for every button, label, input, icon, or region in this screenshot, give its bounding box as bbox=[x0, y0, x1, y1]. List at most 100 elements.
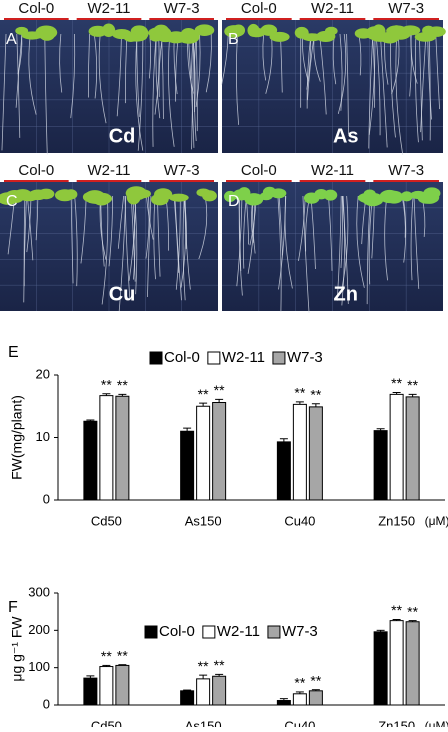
legend-swatch bbox=[145, 626, 157, 638]
genotype-label: W2-11 bbox=[87, 0, 130, 17]
x-tick-label: Cu40 bbox=[284, 513, 315, 528]
panel-letter: F bbox=[8, 599, 18, 616]
seedling bbox=[202, 190, 217, 201]
bar bbox=[181, 431, 194, 500]
genotype-label: W2-11 bbox=[311, 0, 354, 17]
x-unit: (μM) bbox=[425, 719, 448, 727]
panel-letter: E bbox=[8, 344, 19, 361]
seedling bbox=[127, 191, 141, 204]
bar bbox=[406, 622, 419, 705]
bar bbox=[390, 394, 403, 500]
y-tick-label: 0 bbox=[43, 491, 50, 506]
x-tick-label: Zn150 bbox=[378, 718, 415, 727]
y-tick-label: 20 bbox=[36, 366, 50, 381]
legend-swatch bbox=[203, 626, 215, 638]
bar bbox=[374, 632, 387, 705]
seedling bbox=[149, 33, 161, 42]
seedling bbox=[166, 31, 187, 43]
seedling bbox=[124, 33, 138, 42]
seedling bbox=[362, 193, 383, 206]
x-tick-label: As150 bbox=[185, 513, 222, 528]
bar bbox=[116, 665, 129, 705]
seedling bbox=[55, 189, 75, 201]
legend-swatch bbox=[208, 352, 220, 364]
significance: ** bbox=[214, 382, 225, 398]
bar bbox=[197, 679, 210, 705]
genotype-label: W2-11 bbox=[87, 162, 130, 179]
metal-label: As bbox=[333, 125, 359, 147]
y-tick-label: 300 bbox=[28, 584, 50, 599]
genotype-label: W7-3 bbox=[164, 162, 200, 179]
bar bbox=[293, 404, 306, 500]
metal-label: Cu bbox=[109, 283, 136, 305]
y-tick-label: 100 bbox=[28, 659, 50, 674]
panel-letter: C bbox=[6, 193, 18, 210]
bar bbox=[181, 691, 194, 705]
seedling bbox=[401, 25, 421, 35]
seedling bbox=[325, 27, 338, 35]
legend-swatch bbox=[273, 352, 285, 364]
x-unit: (μM) bbox=[425, 514, 448, 528]
bar bbox=[374, 431, 387, 500]
legend-label: W7-3 bbox=[287, 349, 323, 366]
genotype-label: Col-0 bbox=[18, 0, 54, 17]
x-tick-label: Cu40 bbox=[284, 718, 315, 727]
seedling bbox=[15, 27, 28, 35]
photo-panel: Col-0 W2-11 W7-3 A Cd bbox=[0, 0, 218, 154]
legend-label: W2-11 bbox=[222, 349, 265, 366]
y-axis-label: μg g⁻¹ FW bbox=[9, 616, 25, 682]
y-tick-label: 10 bbox=[36, 429, 50, 444]
x-tick-label: As150 bbox=[185, 718, 222, 727]
significance: ** bbox=[198, 386, 209, 402]
metal-label: Cd bbox=[109, 125, 136, 147]
significance: ** bbox=[391, 375, 402, 391]
seedling bbox=[355, 28, 372, 38]
seedling bbox=[260, 192, 273, 200]
significance: ** bbox=[310, 672, 321, 688]
bar bbox=[213, 403, 226, 501]
significance: ** bbox=[294, 385, 305, 401]
seedling bbox=[89, 26, 108, 37]
bar bbox=[84, 421, 97, 500]
seedling bbox=[324, 190, 338, 201]
seedling bbox=[195, 24, 215, 36]
bar bbox=[100, 396, 113, 500]
significance: ** bbox=[310, 386, 321, 402]
significance: ** bbox=[117, 647, 128, 663]
significance: ** bbox=[391, 602, 402, 618]
genotype-label: Col-0 bbox=[241, 0, 277, 17]
genotype-label: Col-0 bbox=[241, 162, 277, 179]
y-tick-label: 200 bbox=[28, 622, 50, 637]
seedling bbox=[169, 194, 189, 202]
significance: ** bbox=[294, 675, 305, 691]
significance: ** bbox=[101, 376, 112, 392]
bar bbox=[277, 701, 290, 705]
bar bbox=[293, 694, 306, 705]
significance: ** bbox=[407, 377, 418, 393]
bar bbox=[116, 396, 129, 500]
bar bbox=[84, 678, 97, 705]
genotype-label: W7-3 bbox=[388, 162, 424, 179]
seedling bbox=[427, 26, 445, 37]
x-tick-label: Cd50 bbox=[91, 513, 122, 528]
significance: ** bbox=[214, 657, 225, 673]
bar bbox=[309, 407, 322, 500]
panel-letter: D bbox=[228, 193, 240, 210]
seedling bbox=[418, 192, 436, 204]
seedling bbox=[269, 32, 289, 42]
panel-letter: B bbox=[228, 31, 239, 48]
bar bbox=[390, 621, 403, 705]
legend-label: W2-11 bbox=[217, 623, 260, 640]
seedling bbox=[304, 193, 320, 204]
seedling bbox=[390, 25, 403, 37]
seedling bbox=[247, 24, 259, 37]
seedling bbox=[40, 30, 54, 41]
panel-letter: A bbox=[6, 31, 17, 48]
genotype-label: W7-3 bbox=[164, 0, 200, 17]
significance: ** bbox=[101, 648, 112, 664]
x-tick-label: Cd50 bbox=[91, 718, 122, 727]
